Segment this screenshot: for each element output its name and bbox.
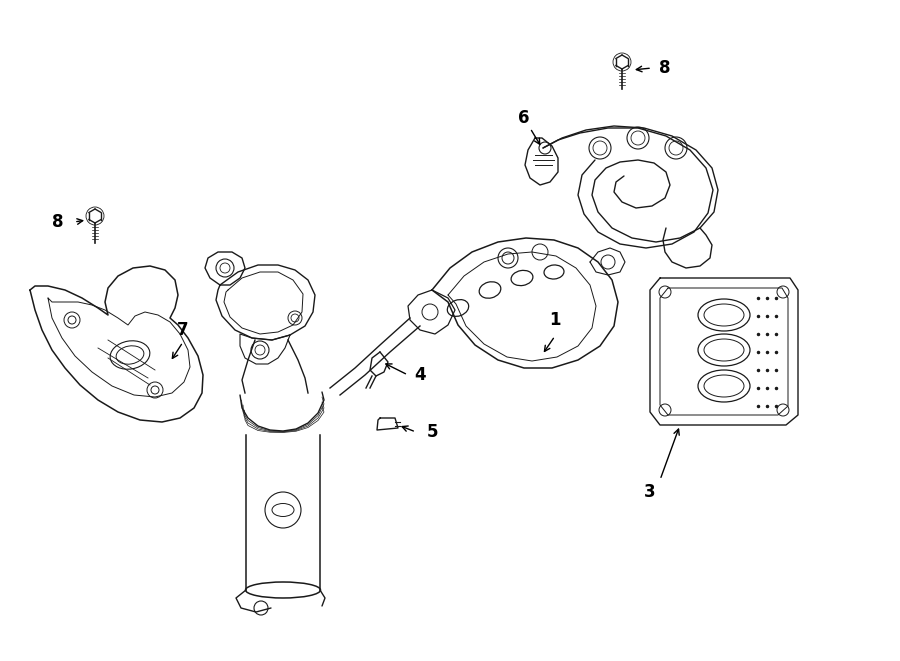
Text: 4: 4 xyxy=(414,366,426,384)
Text: 1: 1 xyxy=(549,311,561,329)
Text: 3: 3 xyxy=(644,483,656,501)
Text: 6: 6 xyxy=(518,109,530,127)
Text: 7: 7 xyxy=(177,321,189,339)
Text: 8: 8 xyxy=(659,59,670,77)
Text: 8: 8 xyxy=(52,213,64,231)
Text: 5: 5 xyxy=(427,423,437,441)
